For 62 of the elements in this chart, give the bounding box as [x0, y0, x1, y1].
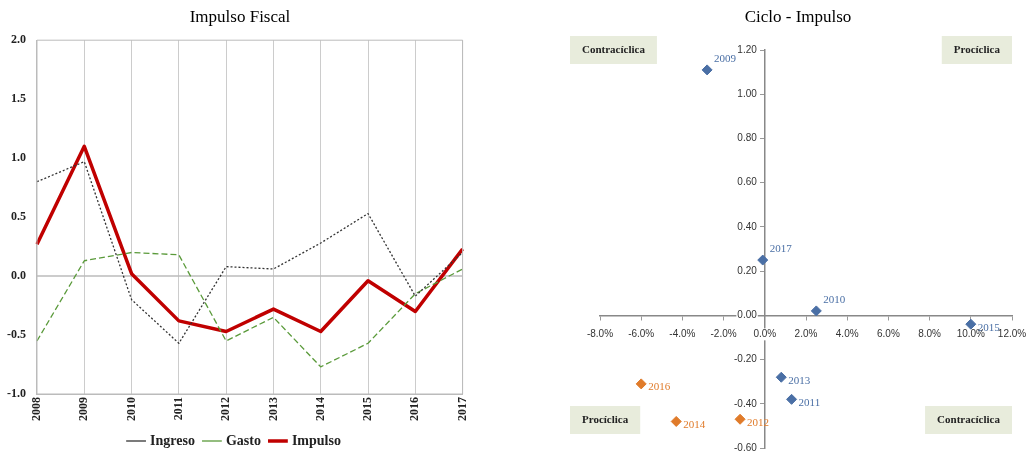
y-tick-label: 0.5 — [11, 209, 26, 224]
x-tick-label: 2017 — [454, 397, 469, 421]
y-tick-label: 0.40 — [737, 220, 758, 232]
x-tick-label: 2015 — [360, 397, 375, 421]
annotation: Contracíclica — [937, 412, 1001, 425]
line-series — [36, 251, 464, 368]
annotation: 2014 — [683, 417, 706, 430]
point — [965, 318, 977, 330]
point — [635, 378, 647, 390]
x-tick-label: 6.0% — [877, 328, 900, 340]
y-tick-label: 0.0 — [11, 268, 26, 283]
point — [775, 371, 787, 383]
y-tick-label: 2.0 — [11, 32, 26, 47]
y-tick-label: -0.5 — [7, 327, 26, 342]
y-tick-label: -0.60 — [734, 441, 758, 453]
y-tick-label: 0.20 — [737, 264, 758, 276]
annotation: Procíclica — [582, 412, 629, 425]
chart-title: Ciclo - Impulso — [743, 6, 853, 28]
x-tick-label: 0.0% — [753, 328, 777, 340]
y-tick-label: 0.00 — [737, 309, 758, 321]
point — [670, 415, 682, 427]
annotation: 2016 — [648, 380, 671, 393]
x-tick-label: 2013 — [265, 397, 280, 421]
annotation: 2013 — [788, 373, 811, 386]
x-tick-label: 2014 — [312, 397, 327, 421]
y-tick-label: 0.60 — [737, 176, 758, 188]
point — [786, 393, 798, 405]
x-tick-label: 4.0% — [835, 328, 859, 340]
x-tick-label: -4.0% — [669, 328, 696, 340]
x-tick-label: -8.0% — [586, 328, 614, 340]
annotation: Contracíclica — [582, 42, 646, 55]
point — [734, 413, 746, 425]
y-tick-label: 1.20 — [737, 43, 758, 55]
legend-label: Gasto — [225, 432, 261, 448]
annotation: 2017 — [769, 242, 793, 255]
annotation: 2009 — [714, 52, 737, 65]
y-tick-label: -0.40 — [734, 397, 758, 409]
legend-label: Ingreso — [150, 432, 195, 448]
x-tick-label: 2012 — [218, 397, 233, 421]
point — [701, 64, 713, 76]
y-tick-label: 1.0 — [11, 150, 26, 165]
y-tick-label: -0.20 — [734, 353, 758, 365]
point — [810, 305, 822, 317]
x-tick-label: 2016 — [407, 397, 422, 421]
legend-label: Impulso — [291, 432, 341, 448]
chart-title: Impulso Fiscal — [188, 6, 292, 28]
x-tick-label: 2011 — [170, 397, 185, 421]
x-tick-label: 2009 — [76, 397, 91, 421]
x-tick-label: 8.0% — [918, 328, 942, 340]
point — [757, 254, 769, 266]
x-tick-label: 12.0% — [997, 328, 1027, 340]
x-tick-label: 2010 — [123, 397, 138, 421]
annotation: Procíclica — [953, 42, 1001, 55]
y-tick-label: 0.80 — [737, 132, 758, 144]
y-tick-label: 1.5 — [11, 91, 26, 106]
annotation: 2010 — [823, 293, 846, 306]
y-tick-label: -1.0 — [7, 386, 26, 401]
x-tick-label: 2008 — [29, 397, 44, 421]
x-tick-label: 2.0% — [794, 328, 818, 340]
x-tick-label: -6.0% — [628, 328, 655, 340]
x-tick-label: -2.0% — [710, 328, 737, 340]
y-tick-label: 1.00 — [737, 87, 758, 99]
